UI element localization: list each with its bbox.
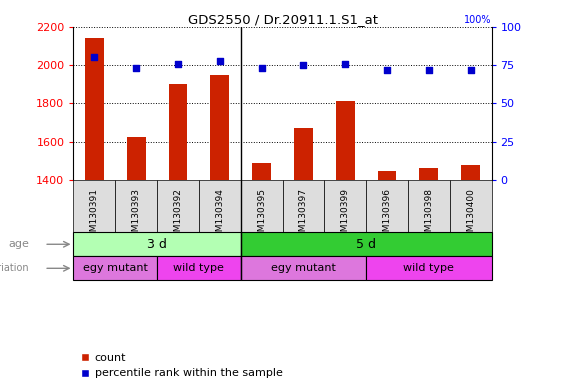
Text: genotype/variation: genotype/variation (0, 263, 29, 273)
Bar (324, 180, 366, 232)
Text: GSM130396: GSM130396 (383, 188, 392, 243)
Bar (461, 166, 480, 180)
Text: age: age (8, 239, 29, 249)
Text: wild type: wild type (403, 263, 454, 273)
Legend: count, percentile rank within the sample: count, percentile rank within the sample (79, 353, 282, 379)
Bar (282, 180, 324, 232)
Bar (366, 180, 408, 232)
Text: GSM130395: GSM130395 (257, 188, 266, 243)
Text: 3 d: 3 d (147, 238, 167, 251)
Text: 5 d: 5 d (356, 238, 376, 251)
Point (90, 55, 99, 61)
Bar (450, 180, 492, 232)
Bar (210, 74, 229, 180)
Text: GSM130398: GSM130398 (424, 188, 433, 243)
Text: GSM130391: GSM130391 (90, 188, 99, 243)
Bar (241, 180, 282, 232)
Point (424, 67, 433, 73)
Bar (73, 256, 157, 280)
Text: GSM130393: GSM130393 (132, 188, 141, 243)
Bar (294, 128, 313, 180)
Bar (127, 137, 146, 180)
Bar (408, 180, 450, 232)
Bar (115, 180, 157, 232)
Point (215, 58, 224, 64)
Text: GSM130397: GSM130397 (299, 188, 308, 243)
Point (173, 61, 182, 67)
Bar (252, 162, 271, 180)
Point (341, 61, 350, 67)
Text: egy mutant: egy mutant (83, 263, 147, 273)
Text: GSM130392: GSM130392 (173, 188, 182, 243)
Text: GSM130394: GSM130394 (215, 188, 224, 243)
Text: GSM130400: GSM130400 (466, 188, 475, 243)
Bar (366, 256, 492, 280)
Point (299, 62, 308, 68)
Bar (241, 256, 366, 280)
Bar (73, 180, 115, 232)
Text: 100%: 100% (464, 15, 492, 25)
Bar (241, 232, 492, 256)
Text: GSM130399: GSM130399 (341, 188, 350, 243)
Text: egy mutant: egy mutant (271, 263, 336, 273)
Bar (157, 256, 241, 280)
Point (132, 65, 141, 71)
Title: GDS2550 / Dr.20911.1.S1_at: GDS2550 / Dr.20911.1.S1_at (188, 13, 377, 26)
Bar (419, 168, 438, 180)
Text: wild type: wild type (173, 263, 224, 273)
Point (257, 65, 266, 71)
Bar (336, 101, 355, 180)
Bar (157, 180, 199, 232)
Point (466, 67, 475, 73)
Bar (199, 180, 241, 232)
Bar (85, 38, 104, 180)
Bar (377, 171, 397, 180)
Bar (168, 84, 188, 180)
Bar (73, 232, 241, 256)
Point (383, 67, 392, 73)
